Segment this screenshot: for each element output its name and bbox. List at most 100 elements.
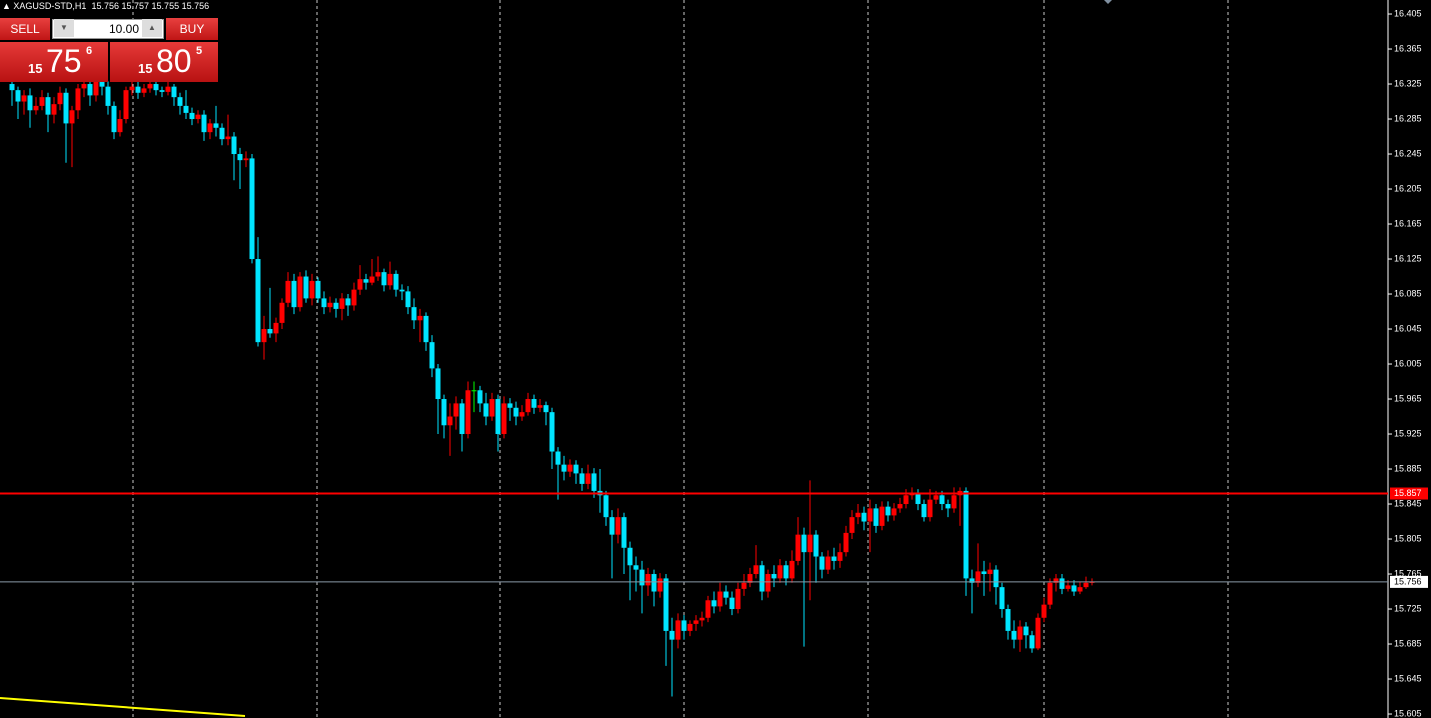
candle-body: [747, 574, 753, 583]
candle-body: [123, 90, 129, 120]
candle-body: [687, 623, 693, 631]
candle-body: [861, 512, 867, 522]
candle-body: [567, 464, 573, 472]
candle-body: [261, 329, 267, 343]
candle-body: [729, 597, 735, 610]
candle-body: [585, 473, 591, 484]
candle-body: [615, 517, 621, 535]
point: 5: [196, 45, 203, 57]
y-tick-label: 16.325: [1394, 78, 1422, 88]
candle-body: [543, 405, 549, 413]
candle-body: [345, 298, 351, 306]
candle-body: [63, 92, 69, 124]
candle-body: [885, 506, 891, 516]
candle-body: [645, 574, 651, 586]
buy-button[interactable]: BUY: [166, 18, 218, 40]
candle-body: [573, 464, 579, 474]
bid-label: 15.756: [1394, 576, 1422, 586]
candle-body: [915, 492, 921, 505]
quote: 15.756: [91, 1, 119, 11]
candle-body: [879, 506, 885, 526]
candle-body: [699, 617, 705, 621]
symbol: XAGUSD-STD,H1: [13, 1, 87, 11]
candle-body: [591, 473, 597, 491]
candle-body: [549, 412, 555, 452]
point: 6: [86, 45, 93, 57]
candle-body: [153, 84, 159, 91]
candle-body: [105, 86, 111, 106]
candle-body: [519, 412, 525, 417]
candle-body: [237, 154, 243, 161]
candle-body: [255, 259, 261, 343]
candle-body: [825, 556, 831, 570]
candle-body: [399, 289, 405, 292]
candle-body: [81, 84, 87, 89]
candle-body: [273, 322, 279, 334]
candle-body: [99, 79, 105, 87]
candle-body: [873, 508, 879, 526]
period-separators: [132, 0, 1229, 718]
candle-body: [987, 569, 993, 575]
candle-body: [741, 582, 747, 589]
level-label: 15.857: [1394, 488, 1422, 498]
candle-body: [51, 104, 57, 115]
candle-body: [135, 86, 141, 93]
candle-body: [447, 416, 453, 426]
pips: 80: [156, 43, 192, 79]
lot-up[interactable]: ▲: [142, 19, 162, 37]
candle-body: [465, 390, 471, 435]
candle-body: [327, 302, 333, 308]
candle-body: [675, 620, 681, 640]
quote: 15.755: [151, 1, 180, 11]
y-tick-label: 16.125: [1394, 253, 1422, 263]
candle-body: [753, 565, 759, 575]
buy-price[interactable]: 15 80 5: [110, 42, 218, 82]
candle-body: [189, 112, 195, 120]
candle-body: [33, 105, 39, 111]
candle-body: [423, 315, 429, 343]
lot-down[interactable]: ▼: [54, 19, 74, 37]
candle-body: [609, 517, 615, 535]
sell-price[interactable]: 15 75 6: [0, 42, 108, 82]
candle-body: [759, 565, 765, 592]
candle-body: [1083, 582, 1089, 588]
candle-body: [903, 495, 909, 505]
candle-body: [621, 517, 627, 548]
candle-body: [579, 473, 585, 484]
candle-body: [735, 588, 741, 610]
candle-body: [477, 390, 483, 404]
candle-body: [483, 403, 489, 417]
candle-body: [639, 569, 645, 586]
y-tick-label: 15.885: [1394, 463, 1422, 473]
one-click-panel: SELL 10.00 ▼ ▲ BUY 15 75 6 15 80 5: [0, 18, 218, 82]
candle-body: [981, 571, 987, 575]
level-label-box: [1390, 487, 1428, 500]
candle-body: [1041, 604, 1047, 618]
y-tick-label: 16.285: [1394, 113, 1422, 123]
candle-body: [801, 534, 807, 553]
candle-body: [807, 534, 813, 553]
candle-body: [297, 276, 303, 308]
candle-body: [381, 272, 387, 286]
candle-body: [711, 600, 717, 607]
candle-body: [897, 504, 903, 509]
y-tick-label: 15.805: [1394, 533, 1422, 543]
candle-body: [921, 504, 927, 518]
candle-body: [249, 158, 255, 260]
candle-body: [309, 280, 315, 299]
candle-body: [417, 315, 423, 321]
candle-body: [627, 547, 633, 566]
sell-button[interactable]: SELL: [0, 18, 50, 40]
lot-input[interactable]: 10.00: [52, 19, 164, 39]
candle-body: [705, 600, 711, 618]
candle-body: [321, 298, 327, 308]
candle-body: [1035, 617, 1041, 649]
candle-body: [195, 114, 201, 120]
candle-body: [387, 273, 393, 286]
candle-body: [429, 342, 435, 369]
y-tick-label: 15.685: [1394, 638, 1422, 648]
candle-body: [267, 329, 273, 334]
candle-body: [933, 495, 939, 500]
candle-body: [225, 136, 231, 140]
